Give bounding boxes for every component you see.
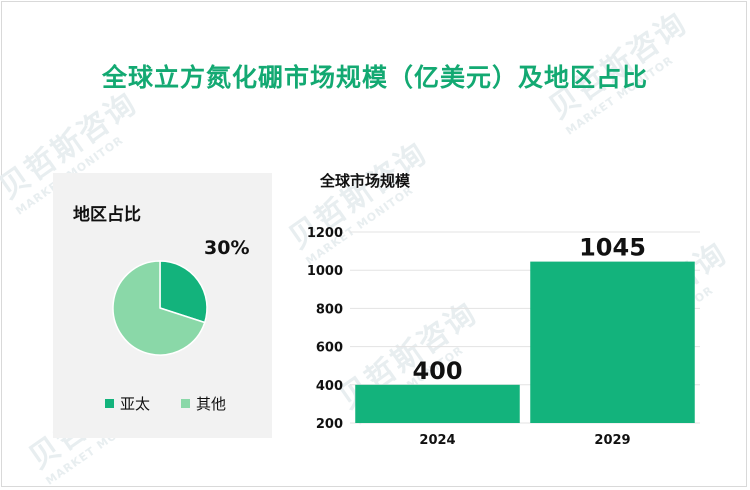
- bar-chart-title: 全球市场规模: [320, 172, 411, 190]
- legend-item-other: 其他: [181, 393, 226, 414]
- bar-2029: [530, 261, 695, 423]
- pie-panel: 地区占比 30% 亚太 其他: [53, 173, 272, 438]
- bar-value-label: 1045: [579, 234, 646, 262]
- x-tick-label: 2029: [594, 433, 630, 448]
- chart-title: 全球立方氮化硼市场规模（亿美元）及地区占比: [101, 63, 648, 92]
- legend-label: 亚太: [120, 395, 151, 413]
- legend-label: 其他: [196, 395, 227, 413]
- pie-chart: [112, 260, 208, 356]
- y-tick-label: 200: [316, 417, 343, 432]
- legend-swatch: [105, 399, 114, 408]
- y-tick-label: 600: [316, 341, 343, 356]
- pie-title: 地区占比: [73, 205, 141, 225]
- y-tick-label: 1000: [307, 264, 343, 279]
- x-tick-label: 2024: [419, 433, 455, 448]
- y-tick-label: 1200: [307, 226, 343, 241]
- bar-value-label: 400: [412, 357, 462, 385]
- y-tick-label: 800: [316, 302, 343, 317]
- pie-slice-1: [112, 260, 206, 356]
- y-tick-label: 400: [316, 379, 343, 394]
- legend-swatch: [181, 399, 190, 408]
- pie-slice-0: [159, 260, 208, 324]
- legend-item-asia-pacific: 亚太: [105, 393, 150, 414]
- bar-2024: [355, 384, 520, 423]
